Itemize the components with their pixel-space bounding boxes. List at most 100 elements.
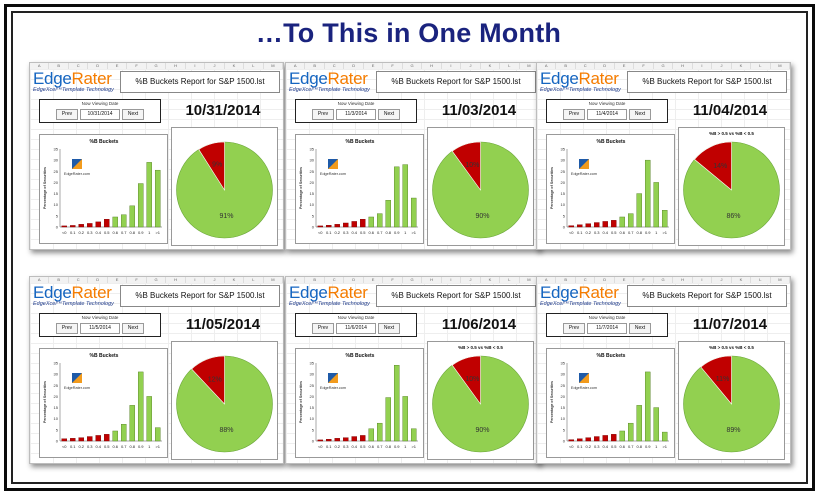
edgerater-logo: EdgeRater EdgeXcel™Template Technology	[289, 70, 377, 94]
x-tick-label: 0.1	[70, 444, 76, 449]
x-tick-label: 0.5	[611, 230, 617, 235]
next-button[interactable]: Next	[122, 109, 144, 120]
bar	[661, 431, 668, 442]
bar	[78, 224, 85, 228]
bar-chart: %B Buckets 0 5 10 15 20 25 30 35 Percentage of Se…	[550, 353, 669, 449]
date-field[interactable]: 10/31/2014	[80, 109, 120, 120]
x-tick-label: 0.3	[594, 230, 600, 235]
pie-label-green: 90%	[475, 427, 489, 434]
bar-chart-title: %B Buckets	[346, 353, 375, 359]
now-viewing-label: Now Viewing Date	[337, 315, 375, 320]
bar	[61, 225, 68, 228]
next-button[interactable]: Next	[122, 323, 144, 334]
y-tick-label: 35	[561, 147, 566, 152]
x-tick-label: 0.8	[385, 230, 391, 235]
x-tick-label: 0.5	[104, 230, 110, 235]
next-button[interactable]: Next	[378, 109, 400, 120]
pie-chart: %B > 0.5 vs %B < 0.5 11% 89%	[683, 345, 780, 453]
bar	[368, 428, 374, 442]
report-title: %B Buckets Report for S&P 1500.lst	[120, 285, 280, 307]
x-tick-label: <0	[62, 444, 67, 449]
x-tick-label: 0.7	[121, 444, 127, 449]
column-header: J	[461, 277, 481, 283]
bar	[87, 436, 93, 442]
next-button[interactable]: Next	[629, 109, 651, 120]
viewing-date-large: 11/06/2014	[441, 316, 517, 333]
pie-chart: 9% 91%	[176, 141, 273, 239]
x-tick-label: 1	[148, 230, 151, 235]
column-header: F	[383, 277, 403, 283]
column-header: M	[264, 277, 283, 283]
logo-rater-text: Rater	[578, 283, 619, 302]
column-header: F	[127, 277, 147, 283]
edgerater-logo: EdgeRater EdgeXcel™Template Technology	[33, 70, 121, 94]
date-field[interactable]: 11/3/2014	[336, 109, 376, 120]
report-title: %B Buckets Report for S&P 1500.lst	[627, 285, 787, 307]
bar	[359, 435, 366, 442]
bar	[61, 438, 68, 442]
bar	[577, 224, 583, 228]
pie-label-red: 10%	[465, 162, 479, 169]
date-field[interactable]: 11/6/2014	[336, 323, 376, 334]
prev-button[interactable]: Prev	[56, 323, 78, 334]
bar	[653, 407, 659, 442]
bar-chart: %B Buckets 0 5 10 15 20 25 30 35 Percentage of Se…	[299, 139, 418, 235]
prev-button[interactable]: Prev	[312, 109, 334, 120]
bar	[619, 430, 625, 442]
y-tick-label: 25	[54, 383, 59, 388]
x-tick-label: 0.3	[594, 444, 600, 449]
next-button[interactable]: Next	[378, 323, 400, 334]
bar-chart-title: %B Buckets	[346, 139, 375, 145]
prev-button[interactable]: Prev	[563, 323, 585, 334]
y-tick-label: 5	[563, 213, 566, 218]
chart-logo-text: EdgeRater.com	[571, 172, 597, 176]
page-heading: …To This in One Month	[255, 18, 562, 48]
pie-chart-box: 9% 91%	[171, 127, 278, 246]
logo-edge-text: Edge	[540, 69, 579, 88]
prev-button[interactable]: Prev	[563, 109, 585, 120]
bar	[585, 437, 592, 442]
chart-logo-accent	[579, 159, 589, 169]
x-tick-label: <0	[318, 444, 323, 449]
column-header: C	[69, 63, 89, 69]
x-tick-label: >1	[662, 230, 667, 235]
column-header: C	[576, 63, 596, 69]
column-header: B	[556, 277, 576, 283]
column-header: C	[325, 63, 345, 69]
bar	[95, 221, 102, 228]
bar	[610, 434, 617, 442]
date-field[interactable]: 11/4/2014	[587, 109, 627, 120]
pie-chart-box: 12% 88%	[171, 341, 278, 460]
y-tick-label: 20	[54, 394, 59, 399]
column-header: F	[634, 63, 654, 69]
bar	[120, 214, 127, 228]
x-tick-label: <0	[569, 444, 574, 449]
chart-logo-accent	[328, 159, 338, 169]
now-viewing-label: Now Viewing Date	[337, 101, 375, 106]
prev-button[interactable]: Prev	[312, 323, 334, 334]
date-field[interactable]: 11/5/2014	[80, 323, 120, 334]
column-header: C	[325, 277, 345, 283]
bar	[351, 436, 358, 442]
next-button[interactable]: Next	[629, 323, 651, 334]
report-title: %B Buckets Report for S&P 1500.lst	[120, 71, 280, 93]
x-tick-label: 0.2	[78, 230, 84, 235]
y-tick-label: 5	[56, 213, 59, 218]
y-tick-label: 0	[312, 439, 315, 444]
y-tick-label: 10	[54, 416, 59, 421]
column-header: H	[422, 277, 442, 283]
bar-chart-title: %B Buckets	[597, 353, 626, 359]
pie-label-red: 12%	[208, 376, 222, 383]
column-header: J	[205, 63, 225, 69]
x-tick-label: 1	[404, 230, 407, 235]
y-tick-label: 15	[54, 191, 59, 196]
prev-button[interactable]: Prev	[56, 109, 78, 120]
pie-chart-title: %B > 0.5 vs %B < 0.5	[709, 131, 754, 136]
date-field[interactable]: 11/7/2014	[587, 323, 627, 334]
x-tick-label: 1	[655, 230, 658, 235]
x-tick-label: 0.9	[645, 444, 651, 449]
now-viewing-label: Now Viewing Date	[588, 101, 626, 106]
inner-frame	[11, 11, 808, 484]
pie-label-green: 86%	[726, 213, 740, 220]
